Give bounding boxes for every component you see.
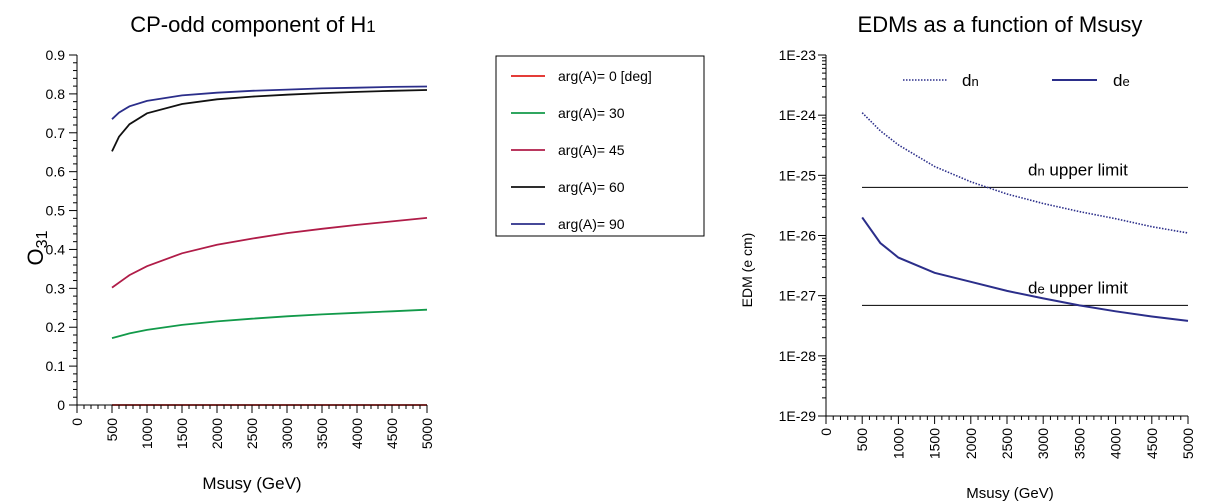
right-x-tick-label: 3500 xyxy=(1071,428,1087,459)
left-y-tick-label: 0.8 xyxy=(46,86,66,102)
left-y-tick-label: 0.6 xyxy=(46,164,66,180)
right-reference-lines: dn upper limit de upper limit xyxy=(862,160,1188,306)
left-y-axis-label: O31 xyxy=(23,230,51,265)
left-x-tick-label: 2000 xyxy=(209,418,225,449)
right-x-tick-label: 3000 xyxy=(1035,428,1051,459)
left-x-axis-label: Msusy (GeV) xyxy=(202,474,301,493)
right-chart-title: EDMs as a function of Msusy xyxy=(858,12,1143,37)
left-y-tick-label: 0.4 xyxy=(46,241,66,257)
upper-limit-label: de upper limit xyxy=(1028,278,1128,297)
right-legend: dn de xyxy=(903,71,1130,90)
right-x-ticks: 0 500 1000 1500 2000 2500 3000 3500 4000 4500 5000 xyxy=(818,416,1196,459)
left-legend-label: arg(A)= 30 xyxy=(558,105,625,121)
right-x-tick-label: 1500 xyxy=(927,428,943,459)
left-x-tick-label: 1000 xyxy=(139,418,155,449)
upper-limit-label: dn upper limit xyxy=(1028,160,1128,179)
left-legend-label: arg(A)= 0 [deg] xyxy=(558,68,652,84)
right-x-tick-label: 4500 xyxy=(1144,428,1160,459)
left-plot-area: 0 0.1 0.2 0.3 0.4 0.5 0.6 0.7 0.8 0.9 0 500 1000 150… xyxy=(46,47,435,449)
left-y-tick-label: 0.9 xyxy=(46,47,66,63)
left-y-tick-label: 0.1 xyxy=(46,358,66,374)
right-legend-label: de xyxy=(1113,71,1130,90)
right-y-tick-label: 1E-28 xyxy=(779,348,817,364)
left-series-line xyxy=(111,217,428,289)
left-x-tick-label: 500 xyxy=(104,418,120,442)
left-y-tick-label: 0.3 xyxy=(46,280,66,296)
left-x-tick-label: 3000 xyxy=(279,418,295,449)
left-chart: CP-odd component of H1 O31 Msusy (GeV) 0… xyxy=(23,12,705,493)
right-x-tick-label: 4000 xyxy=(1108,428,1124,459)
left-x-tick-label: 5000 xyxy=(419,418,435,449)
right-chart: EDMs as a function of Msusy EDM (e cm) M… xyxy=(739,12,1196,502)
left-chart-title: CP-odd component of H1 xyxy=(130,12,376,37)
left-x-tick-label: 1500 xyxy=(174,418,190,449)
right-y-tick-label: 1E-24 xyxy=(779,107,817,123)
right-x-tick-label: 5000 xyxy=(1180,428,1196,459)
left-series-group xyxy=(111,85,428,406)
left-series-line xyxy=(111,89,428,152)
left-x-tick-label: 0 xyxy=(69,418,85,426)
left-y-ticks: 0 0.1 0.2 0.3 0.4 0.5 0.6 0.7 0.8 0.9 xyxy=(46,47,77,413)
right-x-tick-label: 2000 xyxy=(963,428,979,459)
right-y-axis-label: EDM (e cm) xyxy=(739,233,755,308)
right-y-tick-label: 1E-26 xyxy=(779,228,817,244)
right-series-line xyxy=(861,112,1189,234)
left-legend-box xyxy=(495,55,705,237)
left-x-tick-label: 4000 xyxy=(349,418,365,449)
left-legend: arg(A)= 0 [deg] arg(A)= 30 arg(A)= 45 arg(A… xyxy=(495,55,705,237)
right-y-tick-label: 1E-23 xyxy=(779,47,817,63)
right-x-tick-label: 2500 xyxy=(999,428,1015,459)
left-legend-label: arg(A)= 60 xyxy=(558,179,625,195)
right-y-tick-label: 1E-25 xyxy=(779,167,817,183)
left-legend-label: arg(A)= 45 xyxy=(558,142,625,158)
right-x-tick-label: 500 xyxy=(854,428,870,452)
right-series-line xyxy=(861,216,1189,322)
left-legend-label: arg(A)= 90 xyxy=(558,216,625,232)
right-series-group xyxy=(861,112,1189,322)
left-series-line xyxy=(111,308,428,339)
left-series-line xyxy=(111,85,428,120)
left-x-tick-label: 3500 xyxy=(314,418,330,449)
left-x-tick-label: 2500 xyxy=(244,418,260,449)
right-x-axis-label: Msusy (GeV) xyxy=(966,485,1054,502)
right-x-tick-label: 1000 xyxy=(890,428,906,459)
left-y-tick-label: 0.2 xyxy=(46,319,66,335)
right-y-ticks: 1E-29 1E-28 1E-27 1E-26 1E-25 1E-24 1E-23 xyxy=(779,47,826,424)
left-x-tick-label: 4500 xyxy=(384,418,400,449)
right-legend-label: dn xyxy=(962,71,979,90)
left-y-tick-label: 0.7 xyxy=(46,125,66,141)
right-y-tick-label: 1E-27 xyxy=(779,288,817,304)
right-y-tick-label: 1E-29 xyxy=(779,408,817,424)
right-x-tick-label: 0 xyxy=(818,428,834,436)
left-x-ticks: 0 500 1000 1500 2000 2500 3000 3500 4000 4500 5000 xyxy=(69,405,435,449)
left-y-tick-label: 0.5 xyxy=(46,203,66,219)
left-y-tick-label: 0 xyxy=(57,397,65,413)
